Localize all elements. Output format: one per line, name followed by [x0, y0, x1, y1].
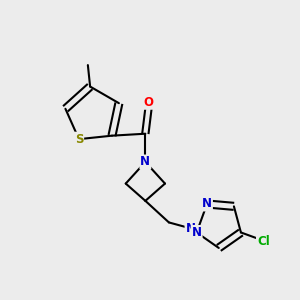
Text: Cl: Cl	[257, 235, 270, 248]
Text: S: S	[75, 133, 83, 146]
Text: N: N	[185, 222, 196, 235]
Text: N: N	[202, 197, 212, 211]
Text: N: N	[192, 226, 202, 239]
Text: N: N	[140, 155, 150, 169]
Text: O: O	[143, 96, 154, 109]
